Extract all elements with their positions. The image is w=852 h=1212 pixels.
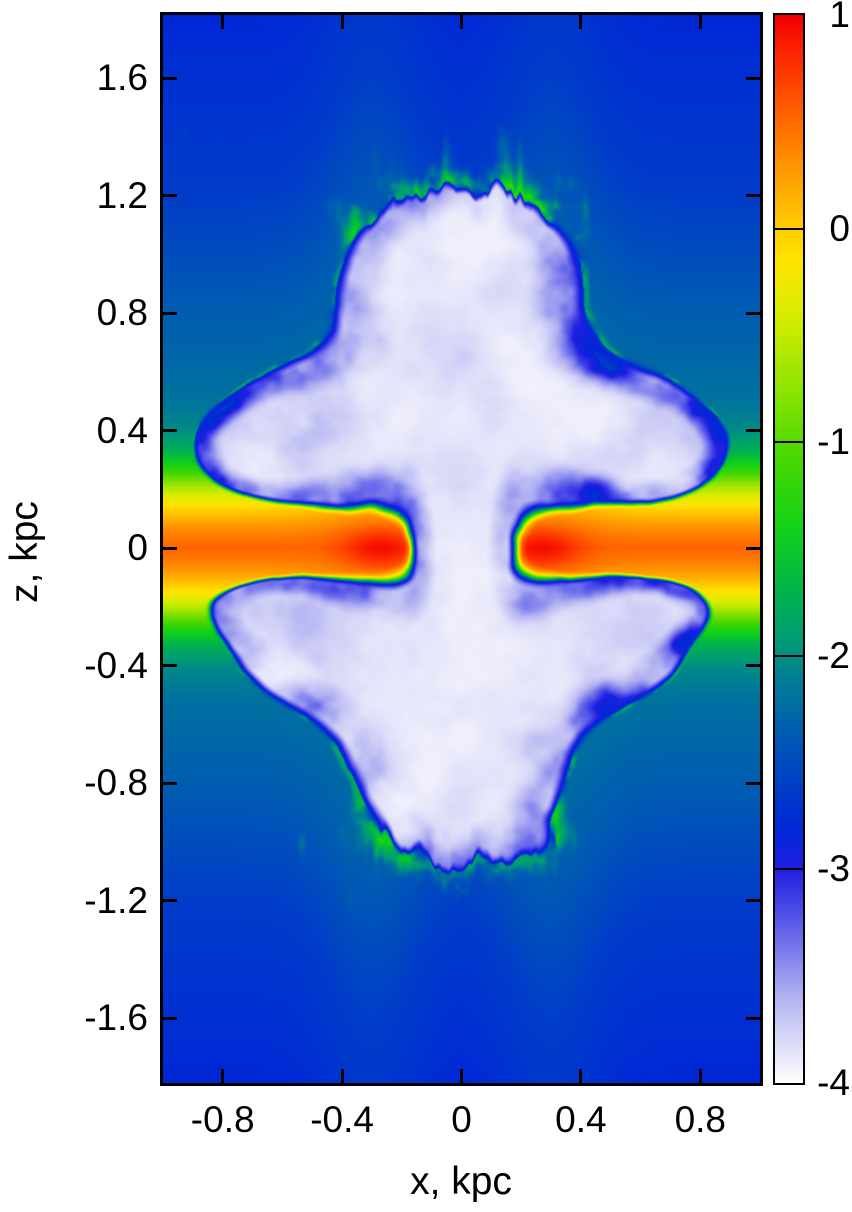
z-tick-label: 0 [127,527,148,569]
z-tick-label: -1.6 [84,997,148,1039]
colorbar-tick-line [775,227,803,230]
z-tick-right [746,311,760,315]
x-tick-label: -0.8 [190,1099,255,1140]
z-tick-right [746,194,760,198]
colorbar-tick-label: 1 [829,0,850,35]
z-tick-left [163,546,177,550]
x-tick-top [698,15,702,29]
colorbar-tick-line [775,654,803,657]
colorbar-tick-line [775,868,803,871]
z-tick-right [746,76,760,80]
x-tick-bottom [460,1069,463,1083]
x-tick-label: 0.8 [674,1099,727,1140]
z-tick-label: 0.4 [96,409,148,451]
x-tick-bottom [221,1069,225,1083]
colorbar-tick-line [775,441,803,444]
z-tick-label: -0.4 [84,644,148,686]
z-tick-left [163,311,177,315]
z-tick-label: 0.8 [96,292,148,334]
z-tick-left [163,664,177,668]
z-tick-right [746,429,760,433]
colorbar-tick-label: 0 [829,207,850,249]
z-tick-left [163,429,177,433]
density-heatmap-canvas [163,15,760,1083]
x-tick-top [460,15,463,29]
z-tick-left [163,781,177,785]
z-tick-right [746,1016,760,1020]
z-tick-right [746,546,760,550]
z-tick-left [163,1016,177,1020]
x-tick-top [579,15,583,29]
z-tick-right [746,899,760,903]
x-tick-top [340,15,344,29]
x-axis-label: x, kpc [410,1160,512,1203]
z-tick-right [746,781,760,785]
colorbar-tick-label: -4 [817,1062,850,1103]
z-tick-left [163,899,177,903]
x-tick-label: 0 [451,1099,472,1140]
colorbar-tick-label: -1 [817,421,850,463]
colorbar-gradient [775,15,803,1083]
z-tick-left [163,76,177,80]
colorbar-tick-label: -2 [817,634,850,676]
x-tick-bottom [579,1069,583,1083]
x-tick-label: 0.4 [555,1099,607,1140]
x-tick-bottom [698,1069,702,1083]
z-tick-label: -1.2 [84,879,148,921]
z-tick-right [746,664,760,668]
z-tick-left [163,194,177,198]
x-tick-top [221,15,225,29]
colorbar-tick-label: -3 [817,848,850,890]
x-tick-bottom [340,1069,344,1083]
z-tick-label: -0.8 [84,762,148,804]
z-tick-label: 1.6 [96,57,148,99]
x-tick-label: -0.4 [310,1099,374,1140]
z-tick-label: 1.2 [96,174,148,216]
